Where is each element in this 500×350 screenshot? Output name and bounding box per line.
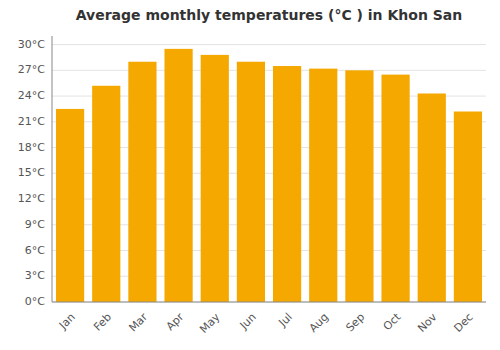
x-tick-label: Jan — [56, 311, 78, 333]
bar — [201, 55, 229, 302]
bar — [92, 86, 120, 302]
bar — [309, 69, 337, 302]
y-tick-label: 15°C — [18, 166, 45, 179]
y-tick-label: 3°C — [25, 269, 45, 282]
chart-container: 0°C 3°C 6°C 9°C 12°C 15°C 18°C 21°C 24°C 27°C 30°C… — [0, 0, 500, 350]
x-tick-label: Aug — [307, 311, 331, 335]
x-tick-label: Sep — [343, 311, 367, 335]
bar — [273, 66, 301, 302]
bars — [56, 49, 482, 302]
bar — [128, 62, 156, 302]
bar — [454, 112, 482, 302]
y-tick-label: 27°C — [18, 63, 45, 76]
bar — [56, 109, 84, 302]
title: Average monthly temperatures (°C ) in Kh… — [76, 7, 462, 23]
x-tick-label: Mar — [126, 310, 150, 334]
bar — [345, 70, 373, 302]
y-tick-label: 18°C — [18, 141, 45, 154]
y-axis-line — [52, 36, 53, 302]
chart: 0°C 3°C 6°C 9°C 12°C 15°C 18°C 21°C 24°C 27°C 30°C… — [0, 0, 500, 350]
y-tick-label: 6°C — [25, 244, 45, 257]
x-tick-label: May — [197, 310, 223, 336]
bar — [381, 75, 409, 302]
grid-line — [52, 302, 486, 303]
y-tick-label: 9°C — [25, 218, 45, 231]
x-tick-label: Apr — [164, 310, 187, 333]
x-tick-label: Nov — [415, 310, 440, 335]
x-tick-label: Dec — [451, 311, 475, 335]
bar — [164, 49, 192, 302]
grid — [52, 45, 486, 302]
x-axis-line — [52, 302, 486, 303]
grid-line — [52, 70, 486, 71]
grid-line — [52, 44, 486, 45]
y-tick-label: 30°C — [18, 38, 45, 51]
y-tick-label: 21°C — [18, 115, 45, 128]
y-tick-label: 0°C — [25, 295, 45, 308]
x-tick-label: Feb — [91, 311, 114, 334]
y-tick-label: 12°C — [18, 192, 45, 205]
x-tick-label: Oct — [381, 310, 404, 333]
bar — [418, 93, 446, 302]
bar — [237, 62, 265, 302]
y-tick-label: 24°C — [18, 89, 45, 102]
x-tick-label: Jul — [276, 311, 295, 330]
x-tick-label: Jun — [237, 311, 259, 333]
